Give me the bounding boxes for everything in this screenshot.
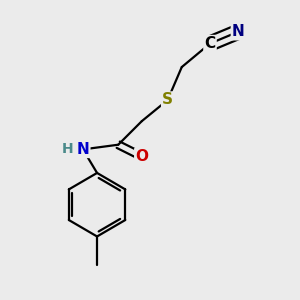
Text: H: H xyxy=(62,142,74,156)
Text: O: O xyxy=(135,149,148,164)
Text: C: C xyxy=(204,36,216,51)
Text: S: S xyxy=(162,92,173,107)
Text: N: N xyxy=(76,142,89,157)
Text: N: N xyxy=(232,24,244,39)
